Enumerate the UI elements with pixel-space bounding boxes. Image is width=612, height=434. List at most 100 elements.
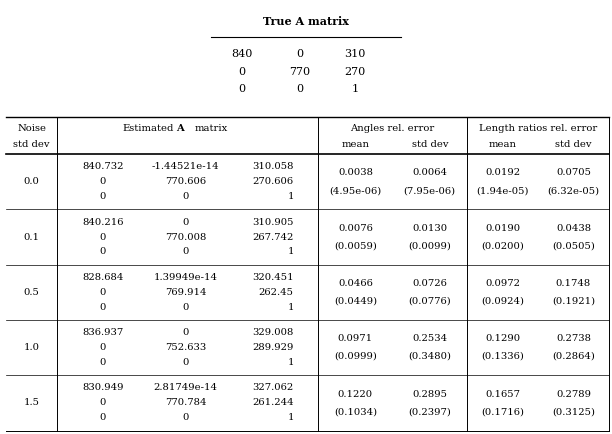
Text: 0: 0 xyxy=(100,303,106,312)
Text: (0.2397): (0.2397) xyxy=(408,407,451,416)
Text: 0: 0 xyxy=(182,303,188,312)
Text: 262.45: 262.45 xyxy=(259,288,294,297)
Text: mean: mean xyxy=(341,140,370,149)
Text: 0.5: 0.5 xyxy=(24,288,39,297)
Text: 840: 840 xyxy=(231,49,252,59)
Text: (4.95e-06): (4.95e-06) xyxy=(329,186,381,195)
Text: 840.732: 840.732 xyxy=(82,162,124,171)
Text: 0: 0 xyxy=(100,413,106,422)
Text: 0.0064: 0.0064 xyxy=(412,168,447,178)
Text: 769.914: 769.914 xyxy=(165,288,206,297)
Text: 0.0972: 0.0972 xyxy=(485,279,520,288)
Text: 1.39949e-14: 1.39949e-14 xyxy=(154,273,217,282)
Text: 0: 0 xyxy=(100,343,106,352)
Text: 0: 0 xyxy=(100,247,106,256)
Text: 310: 310 xyxy=(345,49,365,59)
Text: 0.0971: 0.0971 xyxy=(338,334,373,343)
Text: 0.1657: 0.1657 xyxy=(485,390,520,398)
Text: 0: 0 xyxy=(182,247,188,256)
Text: 270.606: 270.606 xyxy=(253,177,294,186)
Text: (1.94e-05): (1.94e-05) xyxy=(476,186,529,195)
Text: 0.0705: 0.0705 xyxy=(556,168,591,178)
Text: (0.0776): (0.0776) xyxy=(408,297,451,306)
Text: (0.1921): (0.1921) xyxy=(552,297,595,306)
Text: 0: 0 xyxy=(296,49,304,59)
Text: 0.0130: 0.0130 xyxy=(412,224,447,233)
Text: (0.0449): (0.0449) xyxy=(334,297,377,306)
Text: (0.1716): (0.1716) xyxy=(481,407,524,416)
Text: (0.0059): (0.0059) xyxy=(334,241,377,250)
Text: 830.949: 830.949 xyxy=(82,384,124,392)
Text: 1: 1 xyxy=(287,413,294,422)
Text: 0: 0 xyxy=(182,192,188,201)
Text: (0.0200): (0.0200) xyxy=(481,241,524,250)
Text: 261.244: 261.244 xyxy=(252,398,294,408)
Text: 0: 0 xyxy=(296,84,304,94)
Text: 0: 0 xyxy=(182,217,188,227)
Text: A: A xyxy=(176,125,184,133)
Text: std dev: std dev xyxy=(13,140,50,149)
Text: 752.633: 752.633 xyxy=(165,343,206,352)
Text: 770: 770 xyxy=(289,66,310,77)
Text: 770.784: 770.784 xyxy=(165,398,206,408)
Text: 2.81749e-14: 2.81749e-14 xyxy=(154,384,217,392)
Text: (0.0505): (0.0505) xyxy=(552,241,595,250)
Text: (0.0999): (0.0999) xyxy=(334,352,377,361)
Text: 310.058: 310.058 xyxy=(252,162,294,171)
Text: 0: 0 xyxy=(182,358,188,367)
Text: 1: 1 xyxy=(351,84,359,94)
Text: (6.32e-05): (6.32e-05) xyxy=(547,186,600,195)
Text: 770.008: 770.008 xyxy=(165,233,206,241)
Text: 270: 270 xyxy=(345,66,365,77)
Text: mean: mean xyxy=(488,140,517,149)
Text: 0: 0 xyxy=(238,66,245,77)
Text: 0.1748: 0.1748 xyxy=(556,279,591,288)
Text: 836.937: 836.937 xyxy=(82,328,124,337)
Text: 0: 0 xyxy=(100,398,106,408)
Text: 840.216: 840.216 xyxy=(82,217,124,227)
Text: 320.451: 320.451 xyxy=(252,273,294,282)
Text: 0.2738: 0.2738 xyxy=(556,334,591,343)
Text: 329.008: 329.008 xyxy=(252,328,294,337)
Text: (0.0924): (0.0924) xyxy=(481,297,524,306)
Text: 0.0438: 0.0438 xyxy=(556,224,591,233)
Text: 0: 0 xyxy=(100,177,106,186)
Text: 289.929: 289.929 xyxy=(252,343,294,352)
Text: Angles rel. error: Angles rel. error xyxy=(351,125,435,133)
Text: 828.684: 828.684 xyxy=(82,273,124,282)
Text: 0.0: 0.0 xyxy=(24,177,39,186)
Text: 0: 0 xyxy=(100,358,106,367)
Text: 327.062: 327.062 xyxy=(253,384,294,392)
Text: 0: 0 xyxy=(182,413,188,422)
Text: std dev: std dev xyxy=(555,140,592,149)
Text: Noise: Noise xyxy=(17,125,46,133)
Text: (0.0099): (0.0099) xyxy=(408,241,451,250)
Text: 0: 0 xyxy=(100,192,106,201)
Text: 0.0726: 0.0726 xyxy=(412,279,447,288)
Text: 0.2789: 0.2789 xyxy=(556,390,591,398)
Text: (0.2864): (0.2864) xyxy=(552,352,595,361)
Text: 0.1290: 0.1290 xyxy=(485,334,520,343)
Text: True A matrix: True A matrix xyxy=(263,16,349,27)
Text: 1: 1 xyxy=(287,192,294,201)
Text: 0: 0 xyxy=(100,288,106,297)
Text: 0: 0 xyxy=(100,233,106,241)
Text: 1: 1 xyxy=(287,358,294,367)
Text: (0.3480): (0.3480) xyxy=(408,352,451,361)
Text: 1.0: 1.0 xyxy=(23,343,40,352)
Text: 0.0038: 0.0038 xyxy=(338,168,373,178)
Text: 1: 1 xyxy=(287,303,294,312)
Text: 1.5: 1.5 xyxy=(23,398,40,408)
Text: matrix: matrix xyxy=(195,125,228,133)
Text: 0.1: 0.1 xyxy=(23,233,40,241)
Text: 0.2534: 0.2534 xyxy=(412,334,447,343)
Text: Length ratios rel. error: Length ratios rel. error xyxy=(479,125,597,133)
Text: 0.0076: 0.0076 xyxy=(338,224,373,233)
Text: (0.1034): (0.1034) xyxy=(334,407,377,416)
Text: Estimated: Estimated xyxy=(122,125,174,133)
Text: 0.2895: 0.2895 xyxy=(412,390,447,398)
Text: 770.606: 770.606 xyxy=(165,177,206,186)
Text: 1: 1 xyxy=(287,247,294,256)
Text: 310.905: 310.905 xyxy=(252,217,294,227)
Text: 0.1220: 0.1220 xyxy=(338,390,373,398)
